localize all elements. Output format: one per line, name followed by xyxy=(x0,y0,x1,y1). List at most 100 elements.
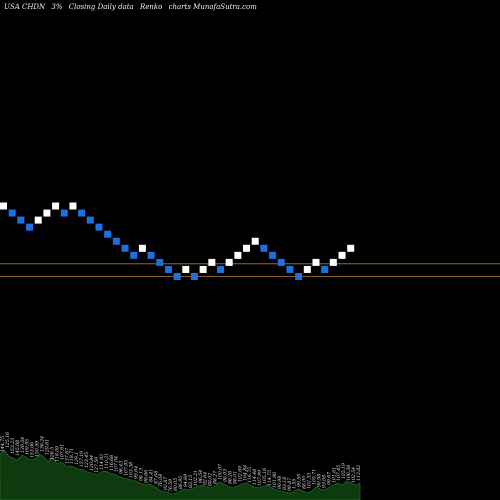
volume-label: 105.16 xyxy=(262,468,268,484)
ticker-label: USA CHDN xyxy=(4,3,46,11)
volume-area xyxy=(0,449,361,500)
volume-label: 153.06 xyxy=(30,442,36,458)
volume-label: 76.04 xyxy=(158,474,164,487)
volume-labels: 144.75 125.16 153.23 145.08 139.54 109.95 153.… xyxy=(0,432,362,492)
volume-label: 113.82 xyxy=(356,465,362,481)
renko-brick-down xyxy=(147,251,155,259)
volume-label: 96.54 xyxy=(198,470,204,483)
volume-label: 129.61 xyxy=(45,439,51,455)
renko-brick-up xyxy=(208,258,216,266)
volume-label: 153.23 xyxy=(10,438,16,454)
volume-panel xyxy=(0,449,361,500)
renko-brick-down xyxy=(286,265,294,273)
volume-label: 123.45 xyxy=(84,452,90,468)
volume-label: 86.26 xyxy=(227,471,233,484)
volume-label: 96.13 xyxy=(138,468,144,481)
renko-brick-down xyxy=(269,251,277,259)
volume-label: 116.68 xyxy=(109,455,115,471)
volume-label: 92.87 xyxy=(163,477,169,490)
volume-label: 96.43 xyxy=(119,461,125,474)
chart-kind-label: Renko xyxy=(139,3,163,11)
renko-brick-up xyxy=(182,265,190,273)
renko-brick-down xyxy=(173,273,181,280)
renko-brick-up xyxy=(251,237,259,245)
renko-bricks xyxy=(0,202,355,280)
renko-brick-down xyxy=(321,265,329,273)
volume-label: 114.48 xyxy=(252,469,258,485)
volume-label: 110.21 xyxy=(104,453,110,469)
volume-label: 136.24 xyxy=(40,436,46,452)
volume-label: 118.71 xyxy=(69,448,75,464)
volume-label: 98.03 xyxy=(223,469,229,482)
volume-label: 101.61 xyxy=(331,467,337,483)
volume-label: 105.71 xyxy=(312,469,318,485)
renko-brick-up xyxy=(347,244,355,252)
renko-brick-up xyxy=(43,209,51,217)
renko-brick-down xyxy=(17,216,25,224)
renko-brick-down xyxy=(95,223,103,231)
brick-percent-label: 3% xyxy=(51,3,63,11)
volume-label: 86.95 xyxy=(178,476,184,489)
volume-label: 88.02 xyxy=(208,473,214,486)
renko-brick-down xyxy=(78,209,86,217)
volume-label: 99.64 xyxy=(134,466,140,479)
volume-label: 127.59 xyxy=(94,457,100,473)
volume-label: 103.38 xyxy=(129,462,135,478)
volume-label: 107.95 xyxy=(124,460,130,476)
volume-label: 118.09 xyxy=(54,446,60,462)
volume-label: 99.59 xyxy=(297,474,303,487)
renko-brick-up xyxy=(338,251,346,259)
renko-brick-down xyxy=(217,265,224,273)
renko-brick-down xyxy=(295,273,303,280)
renko-brick-down xyxy=(190,273,198,280)
volume-label: 106.38 xyxy=(346,465,352,481)
site-label: charts MunafaSutra.com xyxy=(168,3,257,11)
volume-label: 116.75 xyxy=(247,467,253,483)
renko-brick-down xyxy=(164,265,172,273)
chart-header: USA CHDN 3% Closing Daily data Renko cha… xyxy=(4,3,261,11)
renko-brick-down xyxy=(112,237,120,245)
volume-label: 114.92 xyxy=(99,454,105,470)
renko-brick-up xyxy=(199,265,207,273)
volume-label: 76.59 xyxy=(168,479,174,492)
volume-label: 83.15 xyxy=(188,475,194,488)
volume-label: 93.08 xyxy=(321,475,327,488)
renko-brick-down xyxy=(86,216,94,224)
renko-brick-down xyxy=(156,258,164,266)
volume-label: 98.66 xyxy=(143,470,149,483)
volume-label: 144.75 xyxy=(0,436,6,452)
volume-label: 107.61 xyxy=(59,444,65,460)
closing-label: Closing Daily data xyxy=(68,3,134,11)
volume-label: 84.41 xyxy=(148,469,154,482)
volume-label: 107.04 xyxy=(114,456,120,472)
volume-label: 99.87 xyxy=(287,478,293,491)
renko-brick-up xyxy=(243,244,251,252)
renko-brick-up xyxy=(34,216,42,224)
volume-label: 139.54 xyxy=(20,437,26,453)
volume-label: 104.84 xyxy=(242,465,248,481)
volume-label: 94.69 xyxy=(183,474,189,487)
volume-label: 80.05 xyxy=(173,478,179,491)
renko-brick-up xyxy=(234,251,242,259)
volume-label: 102.54 xyxy=(351,467,357,483)
volume-label: 102.21 xyxy=(193,470,199,486)
renko-brick-down xyxy=(260,244,268,252)
volume-label: 87.68 xyxy=(153,471,159,484)
volume-label: 109.95 xyxy=(25,439,31,455)
volume-label: 1.55 xyxy=(292,479,298,489)
volume-label: 93.18 xyxy=(282,477,288,490)
volume-label: 102.69 xyxy=(237,466,243,482)
renko-brick-up xyxy=(0,202,7,210)
volume-label: 99.67 xyxy=(326,472,332,485)
volume-label: 150.59 xyxy=(35,441,41,457)
volume-label: 90.98 xyxy=(316,474,322,487)
volume-label: 101.96 xyxy=(272,472,278,488)
renko-brick-down xyxy=(121,244,129,252)
renko-brick-up xyxy=(329,258,337,266)
volume-label: 120.84 xyxy=(89,455,95,471)
volume-label: 98.01 xyxy=(232,471,238,484)
volume-label: 88.27 xyxy=(213,471,219,484)
volume-label: 102.33 xyxy=(307,473,313,489)
